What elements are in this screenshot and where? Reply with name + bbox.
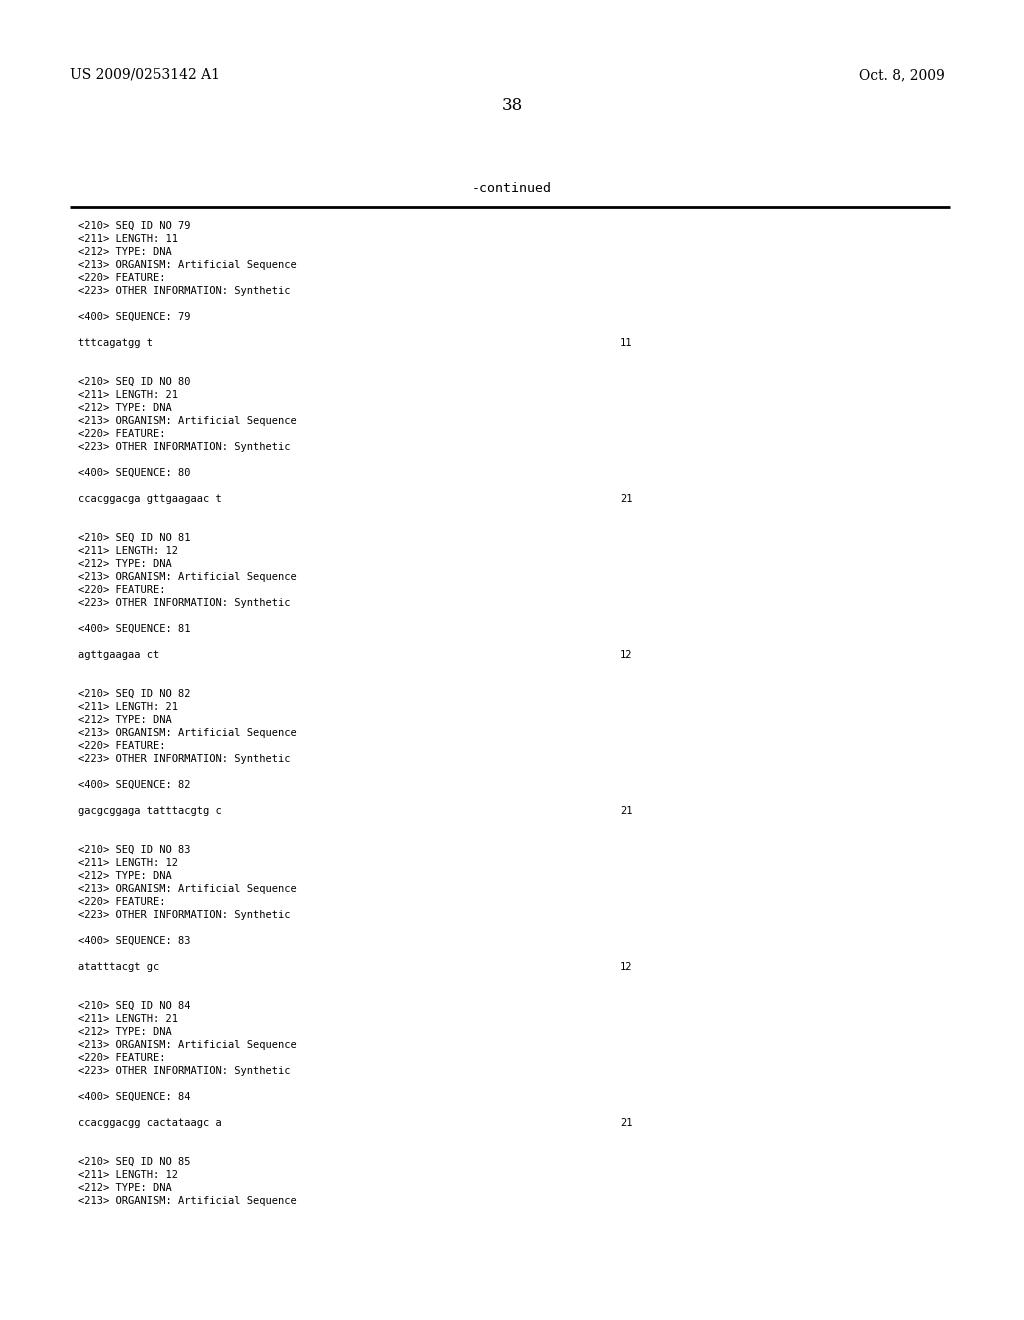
Text: <210> SEQ ID NO 85: <210> SEQ ID NO 85 bbox=[78, 1158, 190, 1167]
Text: -continued: -continued bbox=[472, 181, 552, 194]
Text: 38: 38 bbox=[502, 96, 522, 114]
Text: <212> TYPE: DNA: <212> TYPE: DNA bbox=[78, 1027, 172, 1038]
Text: tttcagatgg t: tttcagatgg t bbox=[78, 338, 153, 348]
Text: <212> TYPE: DNA: <212> TYPE: DNA bbox=[78, 403, 172, 413]
Text: <211> LENGTH: 21: <211> LENGTH: 21 bbox=[78, 389, 178, 400]
Text: <223> OTHER INFORMATION: Synthetic: <223> OTHER INFORMATION: Synthetic bbox=[78, 909, 291, 920]
Text: <220> FEATURE:: <220> FEATURE: bbox=[78, 1053, 166, 1063]
Text: <212> TYPE: DNA: <212> TYPE: DNA bbox=[78, 871, 172, 880]
Text: <211> LENGTH: 12: <211> LENGTH: 12 bbox=[78, 1170, 178, 1180]
Text: <213> ORGANISM: Artificial Sequence: <213> ORGANISM: Artificial Sequence bbox=[78, 729, 297, 738]
Text: <210> SEQ ID NO 80: <210> SEQ ID NO 80 bbox=[78, 378, 190, 387]
Text: <400> SEQUENCE: 81: <400> SEQUENCE: 81 bbox=[78, 624, 190, 634]
Text: <220> FEATURE:: <220> FEATURE: bbox=[78, 585, 166, 595]
Text: <211> LENGTH: 12: <211> LENGTH: 12 bbox=[78, 858, 178, 869]
Text: <212> TYPE: DNA: <212> TYPE: DNA bbox=[78, 1183, 172, 1193]
Text: atatttacgt gc: atatttacgt gc bbox=[78, 962, 160, 972]
Text: 21: 21 bbox=[620, 807, 633, 816]
Text: <213> ORGANISM: Artificial Sequence: <213> ORGANISM: Artificial Sequence bbox=[78, 884, 297, 894]
Text: 21: 21 bbox=[620, 1118, 633, 1129]
Text: <211> LENGTH: 11: <211> LENGTH: 11 bbox=[78, 234, 178, 244]
Text: gacgcggaga tatttacgtg c: gacgcggaga tatttacgtg c bbox=[78, 807, 222, 816]
Text: 12: 12 bbox=[620, 962, 633, 972]
Text: <210> SEQ ID NO 82: <210> SEQ ID NO 82 bbox=[78, 689, 190, 700]
Text: <213> ORGANISM: Artificial Sequence: <213> ORGANISM: Artificial Sequence bbox=[78, 1040, 297, 1049]
Text: ccacggacga gttgaagaac t: ccacggacga gttgaagaac t bbox=[78, 494, 222, 504]
Text: <212> TYPE: DNA: <212> TYPE: DNA bbox=[78, 715, 172, 725]
Text: US 2009/0253142 A1: US 2009/0253142 A1 bbox=[70, 69, 220, 82]
Text: 21: 21 bbox=[620, 494, 633, 504]
Text: <223> OTHER INFORMATION: Synthetic: <223> OTHER INFORMATION: Synthetic bbox=[78, 1067, 291, 1076]
Text: <211> LENGTH: 12: <211> LENGTH: 12 bbox=[78, 546, 178, 556]
Text: <213> ORGANISM: Artificial Sequence: <213> ORGANISM: Artificial Sequence bbox=[78, 416, 297, 426]
Text: agttgaagaa ct: agttgaagaa ct bbox=[78, 649, 160, 660]
Text: <210> SEQ ID NO 81: <210> SEQ ID NO 81 bbox=[78, 533, 190, 543]
Text: <210> SEQ ID NO 84: <210> SEQ ID NO 84 bbox=[78, 1001, 190, 1011]
Text: <220> FEATURE:: <220> FEATURE: bbox=[78, 273, 166, 282]
Text: <220> FEATURE:: <220> FEATURE: bbox=[78, 898, 166, 907]
Text: <211> LENGTH: 21: <211> LENGTH: 21 bbox=[78, 702, 178, 711]
Text: <220> FEATURE:: <220> FEATURE: bbox=[78, 741, 166, 751]
Text: <223> OTHER INFORMATION: Synthetic: <223> OTHER INFORMATION: Synthetic bbox=[78, 286, 291, 296]
Text: <211> LENGTH: 21: <211> LENGTH: 21 bbox=[78, 1014, 178, 1024]
Text: <400> SEQUENCE: 83: <400> SEQUENCE: 83 bbox=[78, 936, 190, 946]
Text: 11: 11 bbox=[620, 338, 633, 348]
Text: <400> SEQUENCE: 80: <400> SEQUENCE: 80 bbox=[78, 469, 190, 478]
Text: <213> ORGANISM: Artificial Sequence: <213> ORGANISM: Artificial Sequence bbox=[78, 260, 297, 271]
Text: <213> ORGANISM: Artificial Sequence: <213> ORGANISM: Artificial Sequence bbox=[78, 572, 297, 582]
Text: ccacggacgg cactataagc a: ccacggacgg cactataagc a bbox=[78, 1118, 222, 1129]
Text: <400> SEQUENCE: 82: <400> SEQUENCE: 82 bbox=[78, 780, 190, 789]
Text: <223> OTHER INFORMATION: Synthetic: <223> OTHER INFORMATION: Synthetic bbox=[78, 598, 291, 609]
Text: 12: 12 bbox=[620, 649, 633, 660]
Text: Oct. 8, 2009: Oct. 8, 2009 bbox=[859, 69, 945, 82]
Text: <223> OTHER INFORMATION: Synthetic: <223> OTHER INFORMATION: Synthetic bbox=[78, 442, 291, 451]
Text: <212> TYPE: DNA: <212> TYPE: DNA bbox=[78, 247, 172, 257]
Text: <213> ORGANISM: Artificial Sequence: <213> ORGANISM: Artificial Sequence bbox=[78, 1196, 297, 1206]
Text: <223> OTHER INFORMATION: Synthetic: <223> OTHER INFORMATION: Synthetic bbox=[78, 754, 291, 764]
Text: <400> SEQUENCE: 84: <400> SEQUENCE: 84 bbox=[78, 1092, 190, 1102]
Text: <220> FEATURE:: <220> FEATURE: bbox=[78, 429, 166, 440]
Text: <210> SEQ ID NO 83: <210> SEQ ID NO 83 bbox=[78, 845, 190, 855]
Text: <212> TYPE: DNA: <212> TYPE: DNA bbox=[78, 558, 172, 569]
Text: <400> SEQUENCE: 79: <400> SEQUENCE: 79 bbox=[78, 312, 190, 322]
Text: <210> SEQ ID NO 79: <210> SEQ ID NO 79 bbox=[78, 220, 190, 231]
